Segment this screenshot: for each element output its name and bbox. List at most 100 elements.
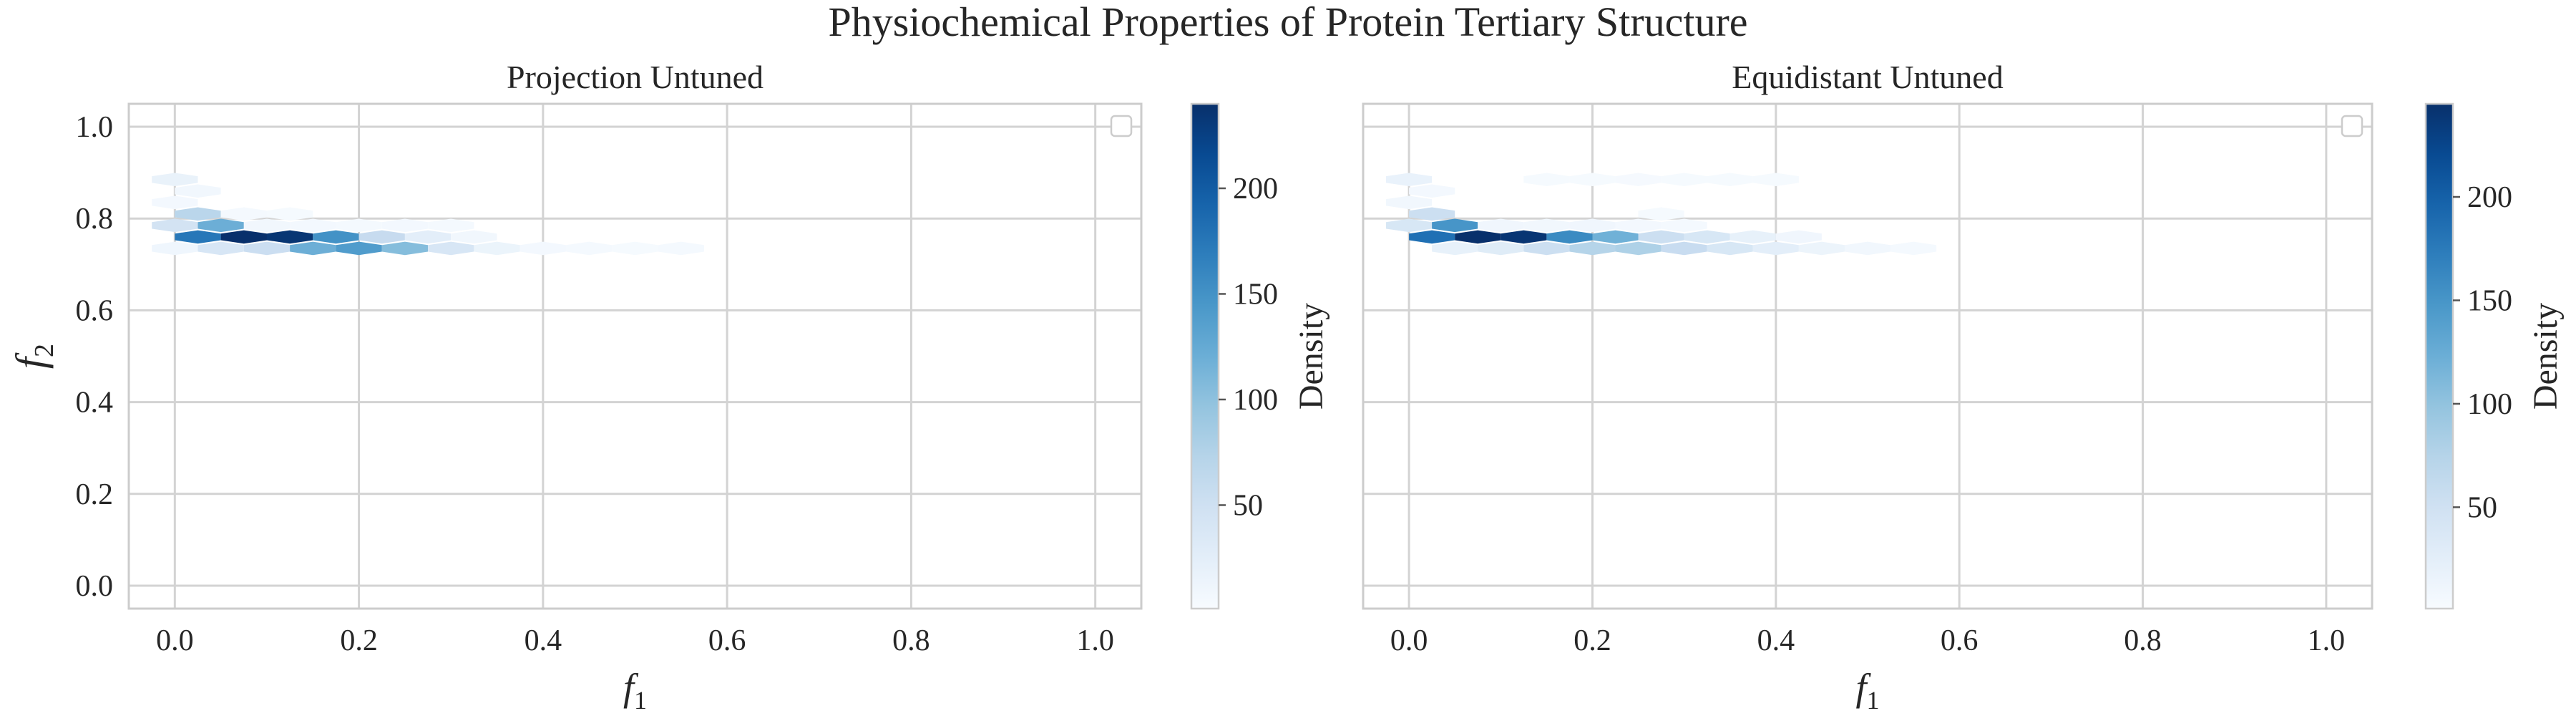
x-tick-label: 0.4 [525, 624, 562, 657]
hexbin-cell [381, 218, 429, 233]
colorbar-tick-label: 100 [1233, 384, 1278, 417]
hexbin-cell [336, 241, 382, 256]
x-tick-label: 0.2 [1574, 624, 1611, 657]
x-tick-label: 0.8 [892, 624, 930, 657]
x-tick-label: 1.0 [1076, 624, 1114, 657]
colorbar-tick-label: 100 [2467, 388, 2512, 421]
y-tick-label: 0.8 [76, 203, 114, 236]
x-tick-label: 0.6 [1941, 624, 1979, 657]
y-tick-label: 0.4 [76, 387, 114, 420]
hexbin-cell [1890, 241, 1937, 256]
hexbin-cell [1661, 173, 1707, 186]
hexbin-cell [197, 218, 244, 233]
hexbin-cell [1478, 218, 1524, 233]
hexbin-cell [428, 218, 474, 233]
hexbin-cell [1661, 241, 1707, 256]
colorbar-frame [1190, 102, 1220, 610]
colorbar-label: Density [1292, 303, 1330, 410]
x-tick-label: 0.2 [340, 624, 378, 657]
figure-suptitle: Physiochemical Properties of Protein Ter… [828, 0, 1747, 45]
hexbin-cell [175, 230, 221, 244]
hexbin-cell [1707, 173, 1753, 186]
hexbin-cell [1386, 218, 1433, 233]
hexbin-cell [358, 230, 405, 244]
colorbar-tick-label: 50 [1233, 489, 1263, 522]
y-tick-label: 0.0 [76, 570, 114, 603]
hexbin-cell [220, 230, 267, 244]
hexbin-cell [1752, 173, 1799, 186]
hexbin-cell [1684, 230, 1730, 244]
hexbin-cell [1707, 241, 1753, 256]
hexbin-cell [612, 241, 658, 256]
hexbin-cell [152, 195, 198, 210]
hexbin-cell [1546, 230, 1593, 244]
hexbin-cell [1386, 195, 1433, 210]
hexbin-cell [1501, 230, 1547, 244]
axes-frame [1362, 102, 2373, 610]
hexbin-cell [1638, 207, 1684, 221]
hexbin-cell [1478, 241, 1524, 256]
colorbar-tick-label: 50 [2467, 491, 2497, 524]
y-tick-label: 0.6 [76, 294, 114, 327]
colorbar-label: Density [2527, 303, 2565, 410]
hexbin-cell [1592, 230, 1639, 244]
axes-frame [127, 102, 1143, 610]
hexbin-cell [175, 184, 221, 198]
hexbin-cell [566, 241, 613, 256]
panel-title: Projection Untuned [507, 59, 763, 95]
colorbar-tick-label: 150 [2467, 284, 2512, 317]
y-tick-label: 0.2 [76, 478, 114, 511]
hexbin-cell [267, 230, 313, 244]
hexbin-cell [1615, 241, 1662, 256]
x-tick-label: 0.0 [1390, 624, 1428, 657]
hexbin-cell [1845, 241, 1890, 256]
legend-box [1110, 115, 1133, 137]
legend-box [2341, 115, 2363, 137]
hexbin-cell [1638, 230, 1684, 244]
hexbin-cell [290, 218, 336, 233]
colorbar-tick-label: 200 [1233, 173, 1278, 205]
hexbin-cell [175, 207, 221, 221]
colorbar [1191, 104, 1219, 609]
hexbin-cell [1432, 218, 1478, 233]
hexbin-cell [1523, 218, 1570, 233]
hexbin-cell [1409, 184, 1455, 198]
plot-area [1363, 104, 2372, 609]
plot-area [129, 104, 1141, 609]
hexbin-cell [1569, 241, 1616, 256]
hexbin-cell [152, 173, 198, 186]
chart-panel-1: 0.0 0.2 0.4 0.6 0.8 1.0 0.0 0.2 0.4 0.6 0.8 1.0 Proj… [7, 59, 1330, 715]
colorbar [2426, 104, 2453, 609]
hexbin-cell [1569, 173, 1616, 186]
hexbin-cell [1775, 230, 1822, 244]
hexbin-cell [381, 241, 429, 256]
hexbin-cell [290, 241, 336, 256]
x-tick-label: 1.0 [2308, 624, 2346, 657]
colorbar-tick-label: 200 [2467, 181, 2512, 214]
hexbin-cell [243, 241, 291, 256]
hexbin-cell [519, 241, 566, 256]
panel-title: Equidistant Untuned [1732, 59, 2003, 95]
hexbin-cell [197, 241, 244, 256]
hexbin-cell [1523, 173, 1570, 186]
hexbin-cell [1432, 241, 1478, 256]
hexbin-cell [152, 241, 198, 256]
hexbin-cell [336, 218, 382, 233]
panels: 0.0 0.2 0.4 0.6 0.8 1.0 0.0 0.2 0.4 0.6 0.8 1.0 Proj… [7, 59, 2565, 715]
colorbar-tick-label: 150 [1233, 278, 1278, 311]
hexbin-cell [220, 207, 267, 221]
hexbin-cell [1729, 230, 1776, 244]
colorbar-frame [2424, 102, 2454, 610]
hexbin-cell [1523, 241, 1570, 256]
hexbin-cell [1752, 241, 1799, 256]
hexbin-cell [658, 241, 704, 256]
hexbin-cell [267, 207, 313, 221]
hexbin-cell [1386, 173, 1433, 186]
hexbin-cell [1615, 173, 1662, 186]
x-tick-label: 0.0 [156, 624, 194, 657]
hexbin-cell [1409, 207, 1455, 221]
hexbin-cell [428, 241, 474, 256]
hexbin-cell [152, 218, 198, 233]
